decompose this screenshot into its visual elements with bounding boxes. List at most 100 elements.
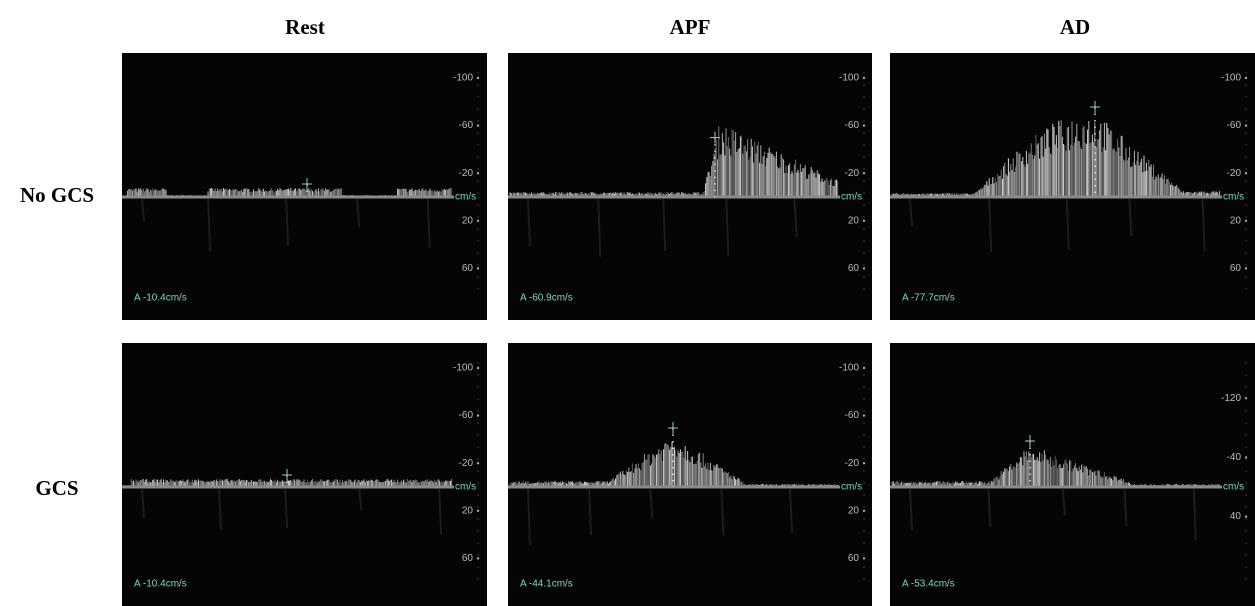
scale-label: -100 [1221,73,1241,84]
scale-dot [477,398,479,400]
scale-label: 20 [848,215,860,226]
noise-line [793,198,798,237]
scale-dot [1245,72,1247,74]
scale-dot [477,554,479,556]
scale-dot [477,72,479,74]
scale-dot [863,506,865,508]
scale-label: 20 [462,505,474,516]
scale-label: -100 [839,73,859,84]
scale-dot [477,386,479,388]
scale-dot [863,422,865,424]
scale-dot [476,267,480,270]
scale-dot [1244,267,1248,270]
noise-line [527,198,531,247]
scale-label: 60 [1230,263,1242,274]
scale-dot [863,264,865,266]
scale-dot [477,168,479,170]
scale-dot [476,414,480,417]
scale-dot [1245,554,1247,556]
scale-dot [1245,168,1247,170]
scale-label: -20 [1227,168,1242,179]
scale-dot [477,204,479,206]
scale-label: 20 [462,215,474,226]
scale-dot [1245,180,1247,182]
scale-label: -20 [459,458,474,469]
scale-dot [1245,240,1247,242]
doppler-panel: -100 -60 -20 cm/s 20 60 A -44.1cm/s [508,343,872,606]
noise-line [1123,488,1128,527]
scale-unit: cm/s [455,192,476,203]
noise-line [987,488,992,527]
scale-dot [863,276,865,278]
scale-dot [1244,515,1248,518]
scale-label: -60 [1227,120,1242,131]
scale-label: -60 [459,410,474,421]
scale-dot [863,240,865,242]
scale-dot [477,518,479,520]
scale-dot [863,362,865,364]
column-title: APF [670,15,711,39]
scale-label: -60 [459,120,474,131]
scale-dot [1245,84,1247,86]
scale-dot [477,120,479,122]
velocity-reading: A -53.4cm/s [902,579,955,590]
noise-line [1065,198,1070,250]
scale-dot [1245,470,1247,472]
scale-dot [863,84,865,86]
scale-dot [1244,172,1248,175]
scale-dot [1245,434,1247,436]
column-title: Rest [285,15,325,39]
scale-dot [862,509,866,512]
scale-dot [476,76,480,80]
scale-dot [863,192,865,194]
scale-dot [477,276,479,278]
scale-dot [863,566,865,568]
scale-dot [477,132,479,134]
scale-label: -100 [839,363,859,374]
scale-dot [1245,156,1247,158]
doppler-panel: -100 -60 -20 cm/s 20 60 A -77.7cm/s [890,53,1255,320]
scale-dot [863,204,865,206]
noise-line [789,488,794,533]
scale-dot [477,410,479,412]
scale-dot [476,366,480,370]
noise-line [426,198,431,249]
scale-dot [1245,288,1247,290]
scale-dot [477,482,479,484]
scale-dot [863,542,865,544]
scale-dot [476,172,480,175]
scale-label: -60 [845,120,860,131]
scale-dot [477,216,479,218]
scale-dot [862,267,866,270]
column-title: AD [1060,15,1090,39]
noise-line [284,488,289,528]
panel-background [890,343,1255,606]
panel-background [122,53,487,320]
doppler-panel: -100 -60 -20 cm/s 20 60 A -10.4cm/s [122,343,487,606]
noise-line [438,488,443,535]
noise-line [141,198,145,222]
scale-label: -60 [845,410,860,421]
noise-line [207,198,212,252]
scale-dot [863,120,865,122]
scale-dot [863,216,865,218]
scale-dot [1245,422,1247,424]
scale-unit: cm/s [1223,192,1244,203]
panel-background [122,343,487,606]
velocity-reading: A -10.4cm/s [134,579,187,590]
scale-dot [863,228,865,230]
scale-dot [863,288,865,290]
noise-line [597,198,602,257]
noise-line [1128,198,1133,237]
scale-dot [863,530,865,532]
noise-line [662,198,667,252]
row-label: No GCS [20,183,94,207]
noise-line [285,198,290,246]
noise-line [356,198,361,227]
scale-dot [863,458,865,460]
velocity-reading: A -60.9cm/s [520,293,573,304]
scale-dot [477,180,479,182]
scale-dot [863,386,865,388]
scale-dot [1244,397,1248,400]
